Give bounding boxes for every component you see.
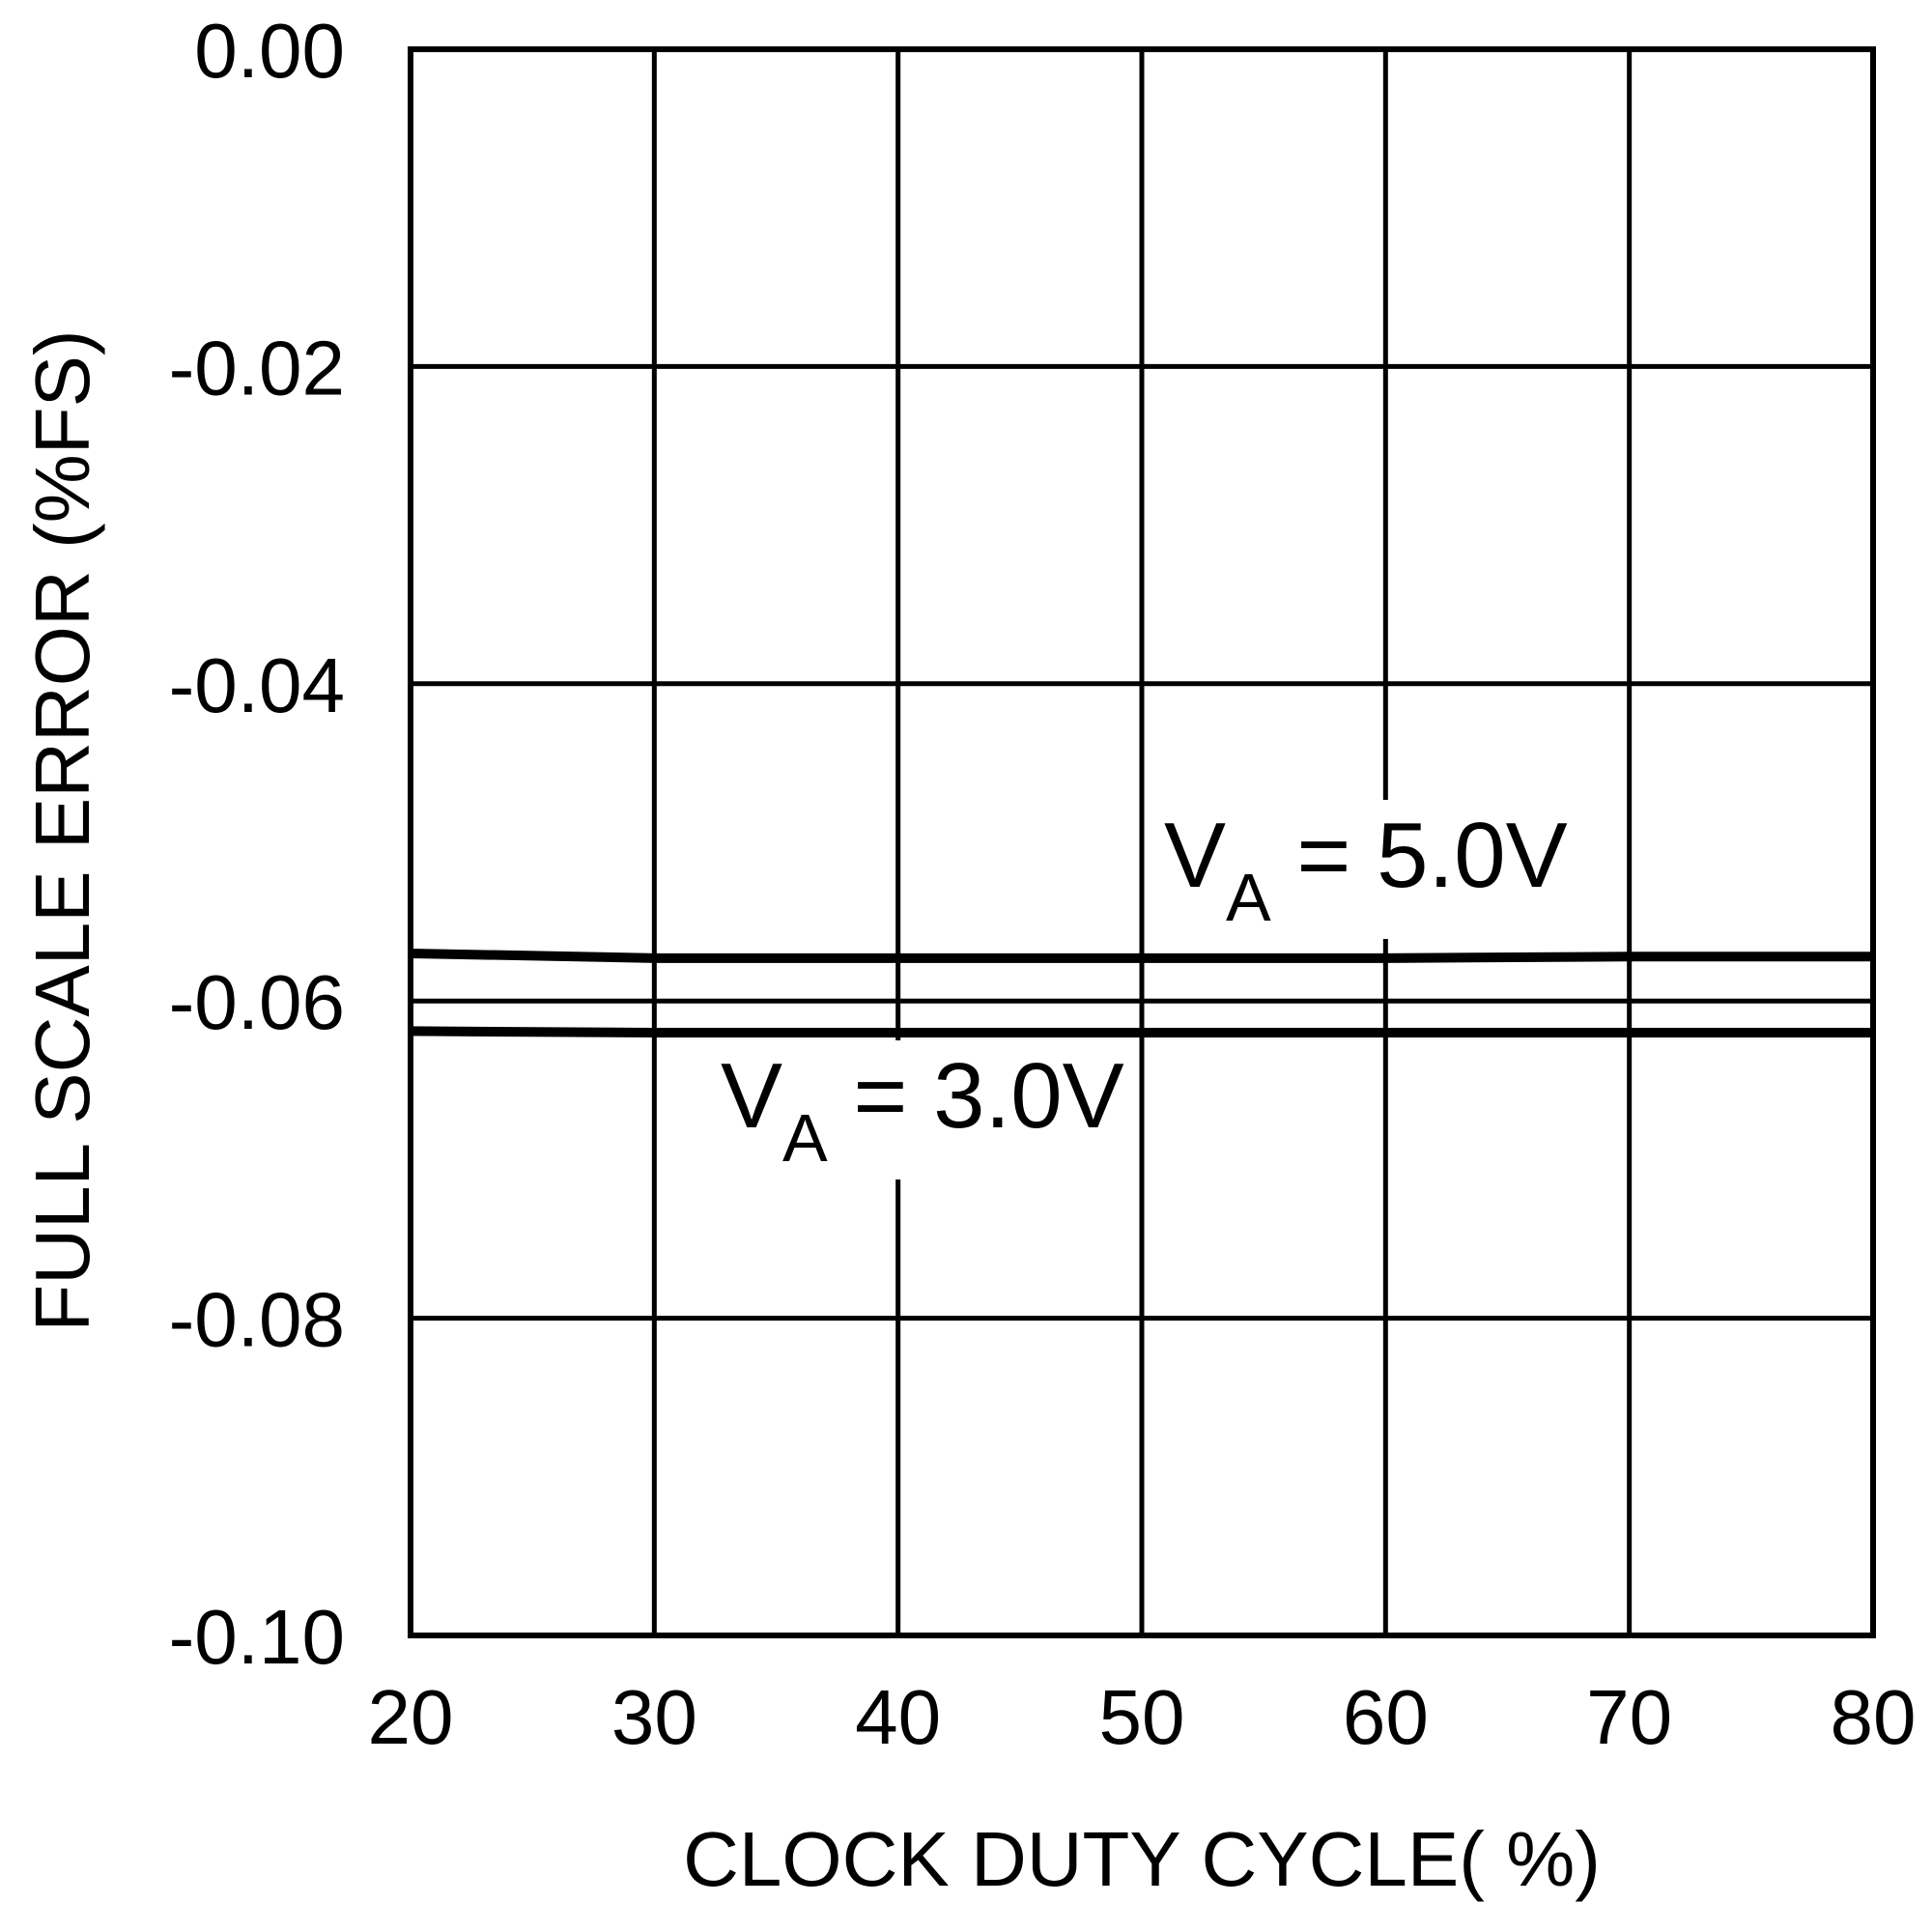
annotation-text: V xyxy=(1164,804,1226,907)
y-tick-label: -0.08 xyxy=(169,1277,345,1363)
x-tick-label: 70 xyxy=(1586,1674,1672,1760)
annotation: VA = 3.0V xyxy=(721,1044,1124,1176)
annotation: VA = 5.0V xyxy=(1164,804,1568,935)
series-line xyxy=(410,1026,1873,1038)
x-tick-label: 50 xyxy=(1099,1674,1185,1760)
y-tick-label: -0.02 xyxy=(169,325,345,411)
x-tick-label: 30 xyxy=(611,1674,697,1760)
annotation-suffix: = 5.0V xyxy=(1271,804,1568,907)
plot-frame xyxy=(408,46,1876,1638)
annotation-background xyxy=(1156,800,1576,939)
x-tick-label: 60 xyxy=(1343,1674,1429,1760)
annotation-background xyxy=(713,1040,1132,1179)
annotation-text: V xyxy=(721,1044,782,1148)
y-tick-label: -0.04 xyxy=(169,642,345,728)
annotation-suffix: = 3.0V xyxy=(828,1044,1124,1148)
y-tick-label: 0.00 xyxy=(194,8,345,94)
x-tick-label: 80 xyxy=(1831,1674,1917,1760)
series-line xyxy=(410,948,1873,963)
annotation-subscript: A xyxy=(1226,860,1271,935)
x-tick-label: 20 xyxy=(368,1674,454,1760)
annotation-subscript: A xyxy=(782,1100,828,1176)
x-tick-label: 40 xyxy=(855,1674,941,1760)
y-tick-label: -0.06 xyxy=(169,959,345,1045)
y-tick-label: -0.10 xyxy=(169,1594,345,1680)
x-axis-title: CLOCK DUTY CYCLE( %) xyxy=(683,1816,1601,1902)
y-axis-title: FULL SCALE ERROR (%FS) xyxy=(19,329,105,1331)
